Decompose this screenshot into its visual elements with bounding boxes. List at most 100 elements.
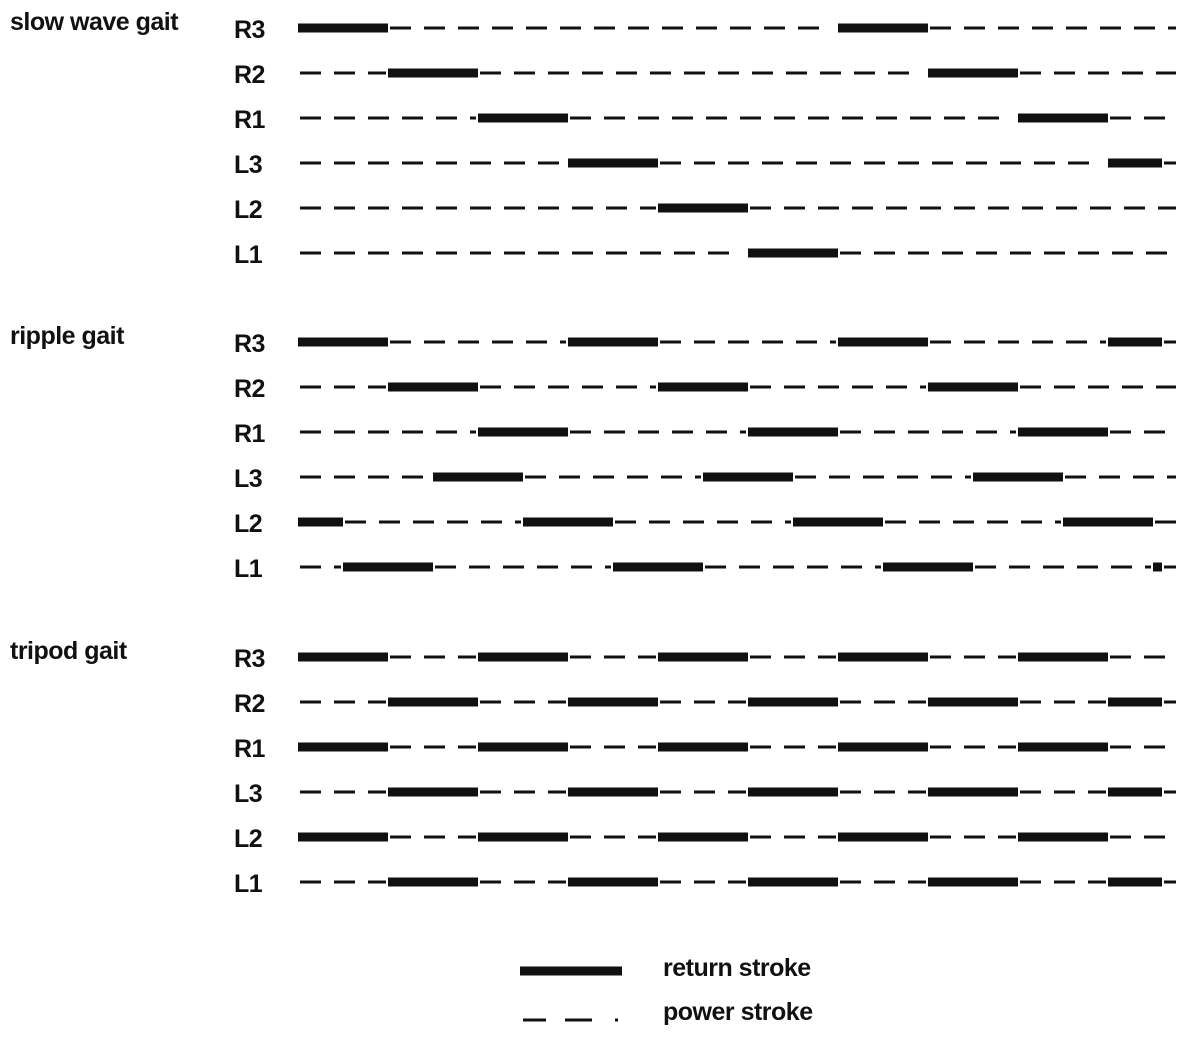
power-stroke-dash — [504, 251, 525, 255]
power-stroke-dash — [830, 161, 851, 165]
power-stroke-dash — [762, 161, 783, 165]
leg-label-r3: R3 — [234, 645, 265, 673]
power-stroke-dash — [638, 430, 659, 434]
power-stroke-dash — [492, 340, 513, 344]
power-stroke-dash — [932, 161, 953, 165]
return-stroke-bar — [703, 472, 793, 482]
leg-label-r1: R1 — [234, 735, 265, 763]
return-stroke-bar — [523, 517, 613, 527]
power-stroke-dash — [874, 790, 895, 794]
power-stroke-dash — [998, 835, 1016, 839]
power-stroke-dash — [548, 880, 566, 884]
power-stroke-dash — [480, 790, 501, 794]
return-stroke-bar — [388, 382, 478, 392]
power-stroke-dash — [616, 385, 637, 389]
power-stroke-dash — [976, 430, 997, 434]
power-stroke-dash — [764, 26, 785, 30]
power-stroke-dash — [525, 475, 546, 479]
power-stroke-dash — [469, 565, 490, 569]
power-stroke-dash — [920, 206, 941, 210]
power-stroke-dash — [842, 116, 863, 120]
power-stroke-dash — [897, 475, 918, 479]
power-stroke-dash — [368, 790, 386, 794]
power-stroke-dash — [470, 430, 476, 434]
return-stroke-bar — [1108, 877, 1162, 887]
power-stroke-dash — [876, 116, 897, 120]
power-stroke-dash — [672, 116, 693, 120]
power-stroke-dash — [334, 880, 355, 884]
power-stroke-dash — [750, 206, 771, 210]
power-stroke-dash — [683, 520, 704, 524]
power-stroke-dash — [1164, 700, 1176, 704]
power-stroke-dash — [368, 430, 389, 434]
power-stroke-dash — [480, 700, 501, 704]
power-stroke-dash — [345, 520, 366, 524]
power-stroke-dash — [773, 565, 794, 569]
power-stroke-dash — [818, 655, 836, 659]
power-stroke-dash — [470, 161, 491, 165]
slow-wave-gait-title: slow wave gait — [10, 8, 179, 36]
power-stroke-dash — [930, 835, 951, 839]
power-stroke-dash — [334, 116, 355, 120]
return-stroke-bar — [928, 697, 1018, 707]
power-stroke-dash — [1090, 206, 1111, 210]
power-stroke-dash — [885, 520, 906, 524]
power-stroke-dash — [841, 565, 862, 569]
power-stroke-dash — [604, 116, 625, 120]
power-stroke-dash — [640, 206, 656, 210]
power-stroke-dash — [402, 251, 423, 255]
legend-return-stroke-label: return stroke — [663, 954, 811, 982]
return-stroke-bar — [568, 158, 658, 168]
power-stroke-dash — [514, 71, 535, 75]
power-stroke-dash — [840, 430, 861, 434]
power-stroke-dash — [886, 385, 907, 389]
power-stroke-dash — [436, 251, 457, 255]
power-stroke-dash — [1078, 251, 1099, 255]
power-stroke-dash — [1034, 161, 1055, 165]
power-stroke-dash — [1054, 790, 1075, 794]
power-stroke-dash — [402, 475, 423, 479]
power-stroke-dash — [818, 385, 839, 389]
power-stroke-dash — [1155, 520, 1176, 524]
power-stroke-dash — [910, 116, 931, 120]
power-stroke-dash — [379, 520, 400, 524]
power-stroke-dash — [514, 700, 535, 704]
power-stroke-dash — [368, 71, 386, 75]
power-stroke-dash — [402, 206, 423, 210]
power-stroke-dash — [300, 161, 321, 165]
power-stroke-dash — [514, 385, 535, 389]
power-stroke-dash — [854, 71, 875, 75]
power-stroke-dash — [920, 385, 926, 389]
power-stroke-dash — [1167, 475, 1176, 479]
power-stroke-dash — [300, 880, 321, 884]
power-stroke-dash — [300, 116, 321, 120]
power-stroke-dash — [919, 520, 940, 524]
power-stroke-dash — [492, 26, 513, 30]
return-stroke-bar — [838, 23, 928, 33]
power-stroke-dash — [1068, 161, 1089, 165]
power-stroke-dash — [1021, 520, 1042, 524]
power-stroke-dash — [515, 520, 521, 524]
power-stroke-dash — [807, 565, 828, 569]
power-stroke-dash — [908, 880, 926, 884]
power-stroke-dash — [1054, 880, 1075, 884]
power-stroke-dash — [784, 655, 805, 659]
power-stroke-dash — [638, 835, 656, 839]
return-stroke-bar — [298, 652, 388, 662]
power-stroke-dash — [930, 340, 951, 344]
power-stroke-dash — [638, 655, 656, 659]
power-stroke-dash — [650, 385, 656, 389]
power-stroke-dash — [964, 655, 985, 659]
return-stroke-bar — [658, 382, 748, 392]
power-stroke-dash — [1144, 745, 1165, 749]
power-stroke-dash — [1077, 565, 1098, 569]
power-stroke-dash — [728, 790, 746, 794]
power-stroke-dash — [1144, 430, 1165, 434]
power-stroke-dash — [1110, 116, 1131, 120]
power-stroke-dash — [908, 700, 926, 704]
power-stroke-dash — [605, 565, 611, 569]
power-stroke-dash — [728, 340, 749, 344]
power-stroke-dash — [820, 71, 841, 75]
power-stroke-dash — [1110, 835, 1131, 839]
power-stroke-dash — [830, 340, 836, 344]
